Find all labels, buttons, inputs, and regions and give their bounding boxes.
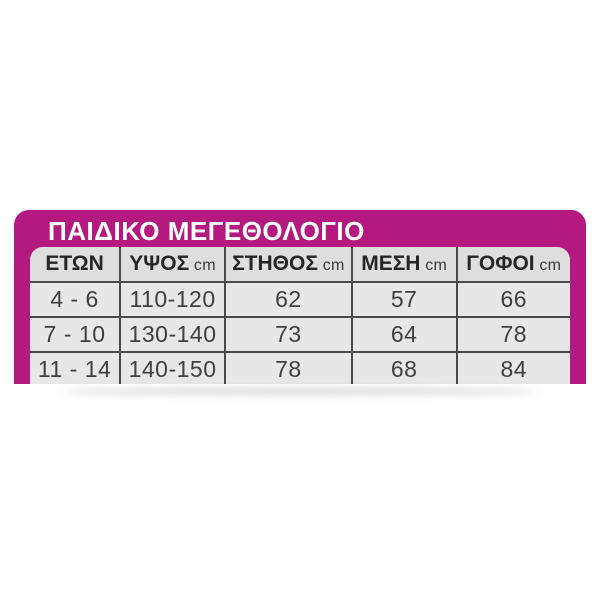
table-row: 11 - 14 140-150 78 68 84 [30,352,570,384]
table-cell: 64 [350,317,457,353]
column-label: ΥΨΟΣ [129,252,190,275]
table-cell: 4 - 6 [30,282,121,318]
table-cell: 110-120 [119,282,225,318]
table-cell: 140-150 [119,352,225,384]
column-unit: cm [534,257,562,274]
column-label: ΕΤΩΝ [45,252,104,275]
table-cell: 78 [455,317,570,353]
column-unit: cm [317,257,345,274]
size-table: ΕΤΩΝ ΥΨΟΣ cm ΣΤΗΘΟΣ cm ΜΕΣΗ cm ΓΟΦΟΙ cm 4 - … [30,247,570,384]
column-unit: cm [420,257,448,274]
table-cell: 57 [350,282,457,318]
table-row: 4 - 6 110-120 62 57 66 [30,282,570,318]
column-header: ΣΤΗΘΟΣ cm [223,247,352,283]
table-cell: 73 [223,317,352,353]
table-cell: 7 - 10 [30,317,121,353]
column-label: ΣΤΗΘΟΣ [232,252,318,275]
table-row: 7 - 10 130-140 73 64 78 [30,317,570,353]
size-chart-title: ΠΑΙΔΙΚΟ ΜΕΓΕΘΟΛΟΓΙΟ [48,216,365,246]
column-unit: cm [189,257,216,274]
table-header-row: ΕΤΩΝ ΥΨΟΣ cm ΣΤΗΘΟΣ cm ΜΕΣΗ cm ΓΟΦΟΙ cm [30,247,570,283]
column-header: ΥΨΟΣ cm [119,247,225,283]
column-header: ΕΤΩΝ [30,247,121,283]
column-header: ΜΕΣΗ cm [350,247,457,283]
table-cell: 68 [350,352,457,384]
column-header: ΓΟΦΟΙ cm [455,247,570,283]
table-cell: 62 [223,282,352,318]
table-cell: 66 [455,282,570,318]
table-cell: 11 - 14 [30,352,121,384]
bottom-crop-shadow [62,388,538,395]
table-cell: 78 [223,352,352,384]
size-chart-panel: ΠΑΙΔΙΚΟ ΜΕΓΕΘΟΛΟΓΙΟ ΕΤΩΝ ΥΨΟΣ cm ΣΤΗΘΟΣ cm… [14,210,586,384]
column-label: ΓΟΦΟΙ [466,252,535,275]
size-table-grid: ΕΤΩΝ ΥΨΟΣ cm ΣΤΗΘΟΣ cm ΜΕΣΗ cm ΓΟΦΟΙ cm 4 - … [30,247,570,384]
table-cell: 130-140 [119,317,225,353]
column-label: ΜΕΣΗ [361,252,421,275]
table-cell: 84 [455,352,570,384]
